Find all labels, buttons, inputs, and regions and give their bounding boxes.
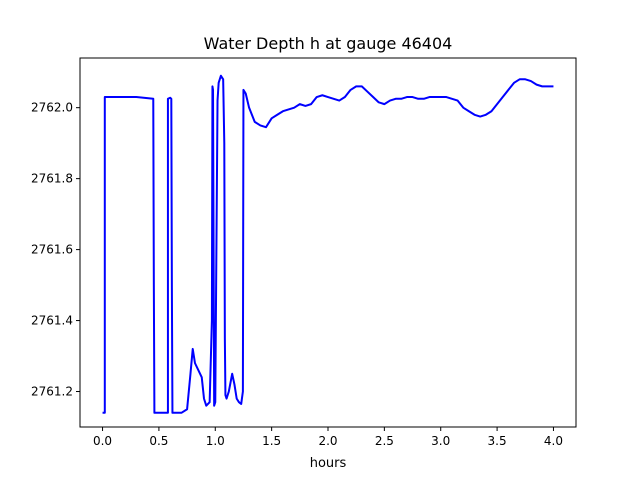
x-tick-label: 2.0 xyxy=(318,434,337,448)
x-tick-label: 1.5 xyxy=(262,434,281,448)
x-tick-label: 2.5 xyxy=(375,434,394,448)
y-tick-label: 2761.8 xyxy=(31,172,73,186)
y-tick-label: 2761.4 xyxy=(31,314,73,328)
y-tick-label: 2761.2 xyxy=(31,385,73,399)
x-axis: 0.0 0.5 1.0 1.5 2.0 2.5 3.0 3.5 4.0 xyxy=(93,427,563,448)
x-tick-label: 3.0 xyxy=(431,434,450,448)
chart-title: Water Depth h at gauge 46404 xyxy=(204,34,453,53)
y-tick-label: 2761.6 xyxy=(31,243,73,257)
x-axis-label: hours xyxy=(310,456,347,471)
series-line-water-depth xyxy=(102,74,554,414)
x-tick-label: 1.0 xyxy=(206,434,225,448)
x-tick-label: 0.0 xyxy=(93,434,112,448)
x-tick-label: 4.0 xyxy=(544,434,563,448)
y-tick-label: 2762.0 xyxy=(31,101,73,115)
y-axis: 2761.2 2761.4 2761.6 2761.8 2762.0 xyxy=(31,101,80,399)
x-tick-label: 3.5 xyxy=(488,434,507,448)
x-tick-label: 0.5 xyxy=(149,434,168,448)
